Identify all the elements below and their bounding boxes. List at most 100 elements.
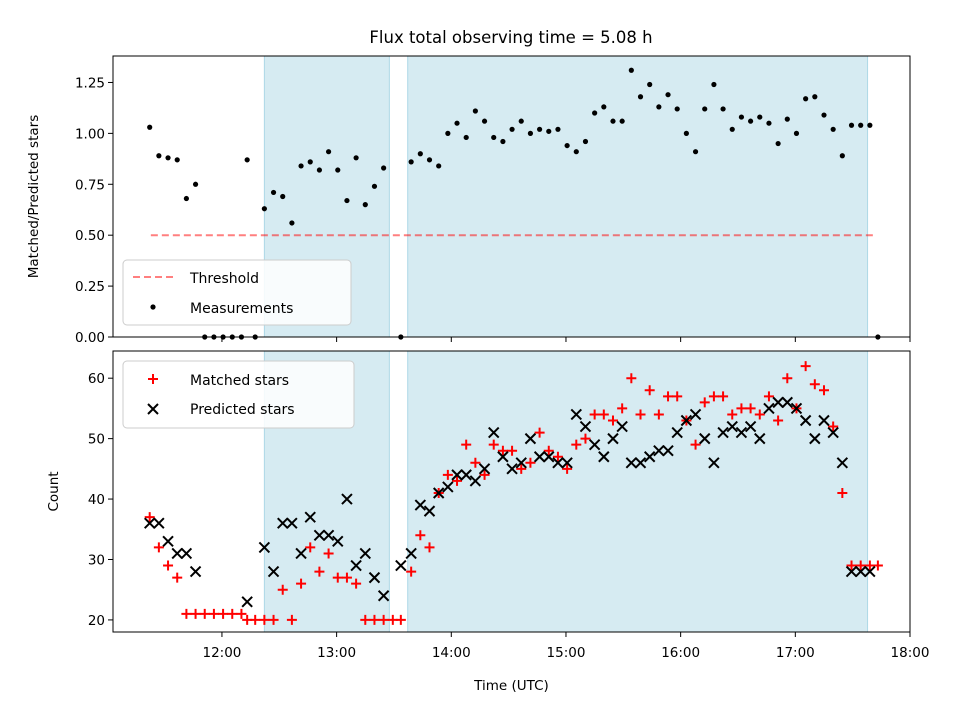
matched-star-point	[296, 578, 307, 589]
measurement-point	[463, 134, 469, 141]
measurement-point	[261, 206, 267, 212]
predicted-star-point	[726, 420, 738, 433]
predicted-star-point	[570, 408, 582, 421]
predicted-star-point	[414, 499, 427, 511]
measurement-point	[436, 163, 442, 169]
matched-star-point	[332, 572, 343, 583]
measurement-point	[280, 193, 286, 200]
legend-predicted-label: Predicted stars	[190, 402, 295, 418]
matched-star-point	[479, 469, 490, 480]
measurement-point	[812, 94, 818, 100]
predicted-star-point	[579, 420, 592, 433]
predicted-star-point	[772, 396, 784, 409]
measurement-point	[830, 126, 836, 132]
chart-title: Flux total observing time = 5.08 h	[369, 28, 652, 47]
measurement-point	[748, 118, 754, 124]
predicted-star-point	[405, 547, 417, 560]
matched-star-point	[782, 373, 793, 384]
measurement-point	[692, 149, 699, 155]
x-axis-label: Time (UTC)	[473, 678, 549, 694]
matched-star-point	[424, 542, 435, 553]
matched-star-point	[286, 614, 297, 625]
shaded-interval-1	[407, 350, 869, 633]
matched-star-point	[190, 608, 201, 619]
measurement-point	[244, 157, 250, 163]
predicted-star-point	[680, 414, 693, 427]
y-tick-label: 0.25	[75, 279, 105, 295]
predicted-star-point	[469, 475, 482, 487]
matched-star-point	[718, 391, 729, 402]
measurement-point	[362, 202, 368, 208]
y-axis-label: Count	[46, 471, 62, 511]
measurement-point	[325, 149, 332, 155]
matched-star-point	[727, 409, 738, 420]
matched-star-point	[617, 403, 628, 414]
measurement-point	[647, 81, 653, 88]
matched-star-point	[452, 475, 463, 486]
predicted-star-point	[818, 414, 830, 427]
predicted-star-point	[561, 457, 573, 469]
measurement-point	[582, 138, 589, 145]
bottom-panel: 20 30 40 50 60 12:00 13:00 14:00 15:00 16:00 17:00…	[46, 350, 930, 694]
x-tick-label: 18:00	[891, 645, 930, 661]
measurement-point	[757, 114, 763, 120]
measurement-point	[610, 118, 616, 124]
predicted-star-point	[322, 529, 335, 542]
predicted-star-point	[515, 457, 527, 469]
x-tick-label: 12:00	[202, 645, 241, 661]
matched-star-point	[277, 584, 288, 595]
matched-star-point	[497, 445, 508, 456]
matched-star-point	[598, 409, 609, 420]
measurement-point	[729, 126, 735, 132]
predicted-star-point	[754, 432, 766, 445]
predicted-star-point	[359, 547, 371, 560]
matched-star-point	[236, 608, 247, 619]
legend-top: Threshold Measurements	[122, 259, 352, 326]
matched-star-point	[341, 572, 352, 583]
measurement-point	[601, 104, 607, 110]
measurement-point	[183, 195, 189, 202]
predicted-star-point	[717, 426, 729, 439]
predicted-star-point	[763, 402, 775, 415]
predicted-star-point	[432, 487, 445, 499]
matched-star-point	[227, 608, 238, 619]
matched-star-point	[442, 469, 453, 480]
measurement-point	[592, 110, 598, 116]
measurement-point	[174, 157, 180, 163]
y-tick-label: 0.75	[75, 177, 105, 193]
predicted-star-point	[162, 535, 174, 548]
predicted-star-point	[827, 426, 839, 439]
predicted-star-point	[790, 402, 803, 415]
legend-bottom: Matched stars Predicted stars	[122, 360, 355, 429]
predicted-star-point	[607, 432, 619, 445]
matched-star-point	[461, 439, 472, 450]
y-tick-label: 20	[88, 613, 105, 629]
measurement-point	[298, 163, 304, 169]
measurement-point	[344, 197, 350, 204]
predicted-star-point	[836, 457, 849, 469]
measurement-point	[381, 165, 387, 171]
matched-star-point	[507, 445, 518, 456]
matched-star-point	[828, 421, 839, 432]
matched-star-point	[663, 391, 674, 402]
measurement-point	[445, 130, 451, 136]
measurement-point	[683, 130, 689, 136]
matched-star-point	[607, 415, 618, 426]
legend-predicted-swatch	[147, 403, 159, 415]
measurement-point	[546, 128, 552, 134]
predicted-star-point	[313, 529, 326, 542]
measurement-point	[426, 157, 433, 163]
plot-frame	[112, 55, 911, 338]
matched-star-point	[172, 572, 183, 583]
matched-star-point	[199, 608, 210, 619]
predicted-star-point	[423, 505, 436, 517]
measurement-point	[803, 96, 809, 102]
measurement-point	[793, 130, 800, 136]
matched-star-point	[837, 488, 848, 499]
top-panel: 0.00 0.25 0.50 0.75 1.00 1.25 Matched/Predicte…	[26, 55, 911, 346]
measurement-point	[518, 118, 524, 124]
measurement-point	[536, 126, 543, 132]
matched-star-point	[800, 361, 811, 372]
measurement-point	[674, 106, 680, 112]
x-tick-label: 15:00	[547, 645, 586, 661]
